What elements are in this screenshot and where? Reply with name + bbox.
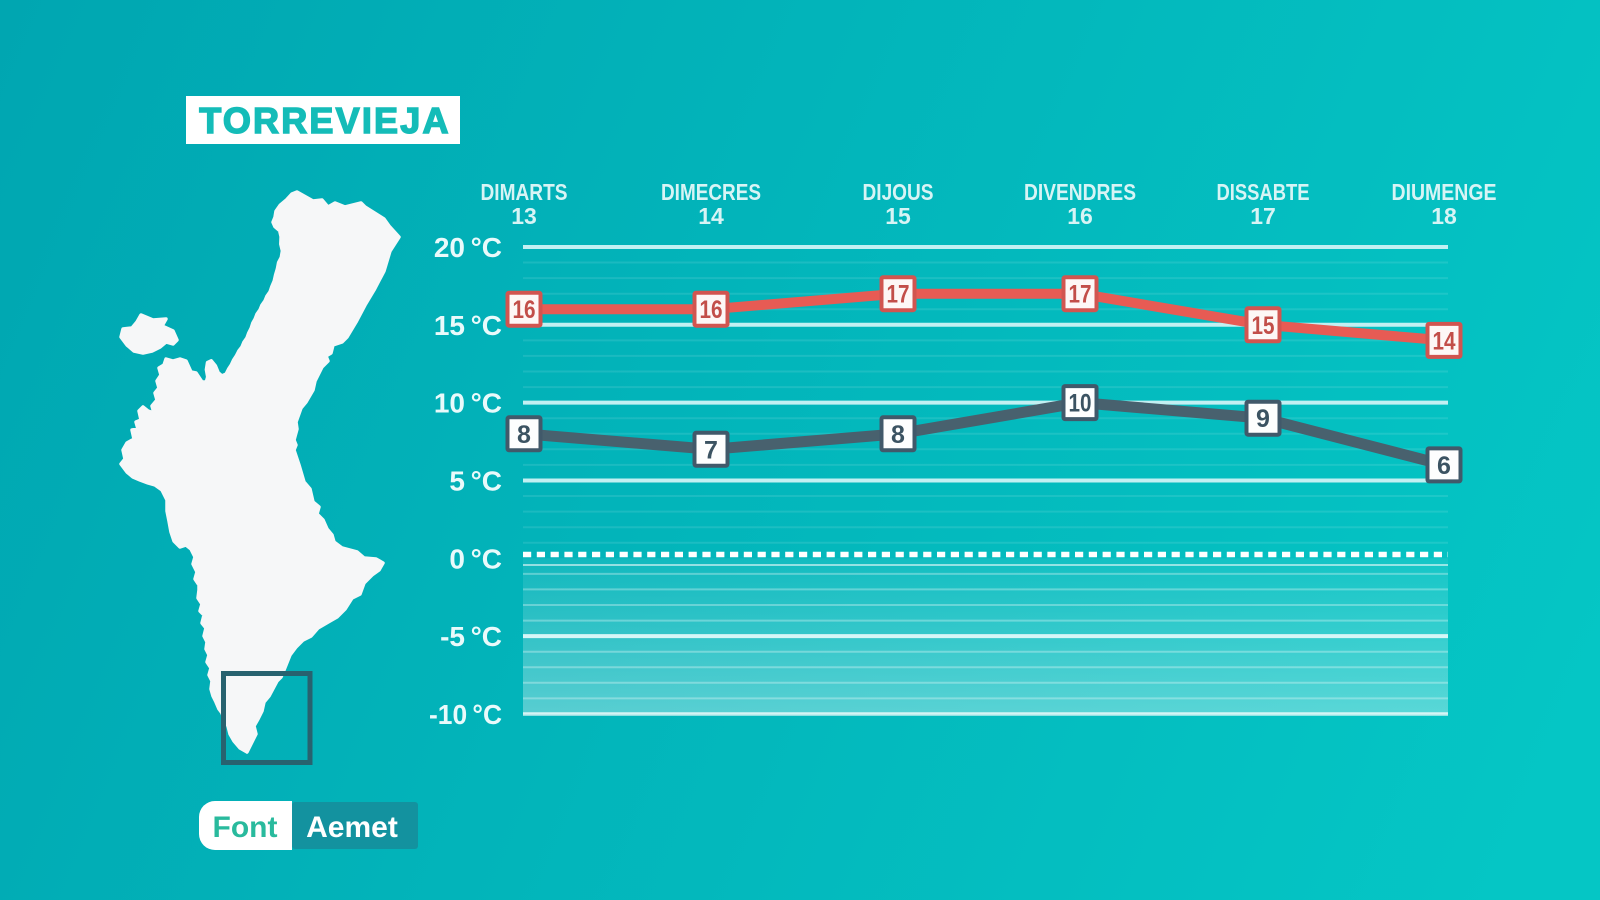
svg-text:Font: Font	[213, 811, 278, 844]
svg-text:17: 17	[887, 281, 910, 309]
svg-text:17: 17	[1069, 281, 1092, 309]
svg-text:-10 °C: -10 °C	[429, 699, 502, 730]
svg-text:13: 13	[511, 203, 537, 229]
svg-text:TORREVIEJA: TORREVIEJA	[199, 100, 450, 141]
svg-text:16: 16	[1067, 203, 1093, 229]
svg-text:-5 °C: -5 °C	[440, 621, 502, 652]
svg-text:17: 17	[1250, 203, 1276, 229]
svg-text:15: 15	[1252, 312, 1275, 340]
svg-text:16: 16	[513, 296, 536, 324]
svg-text:20 °C: 20 °C	[434, 232, 502, 263]
svg-text:10 °C: 10 °C	[434, 388, 502, 419]
svg-text:8: 8	[517, 421, 531, 449]
svg-text:18: 18	[1431, 203, 1457, 229]
svg-text:DIMARTS: DIMARTS	[481, 179, 568, 205]
svg-text:Aemet: Aemet	[306, 811, 398, 844]
svg-text:7: 7	[704, 436, 718, 464]
svg-text:6: 6	[1437, 452, 1451, 480]
svg-text:14: 14	[1433, 327, 1456, 355]
svg-text:DIJOUS: DIJOUS	[863, 179, 934, 205]
svg-text:DISSABTE: DISSABTE	[1217, 179, 1310, 205]
svg-text:DIUMENGE: DIUMENGE	[1392, 179, 1497, 205]
svg-text:5 °C: 5 °C	[449, 466, 502, 497]
svg-text:16: 16	[700, 296, 723, 324]
svg-text:DIVENDRES: DIVENDRES	[1024, 179, 1136, 205]
svg-text:DIMECRES: DIMECRES	[661, 179, 761, 205]
svg-text:15 °C: 15 °C	[434, 310, 502, 341]
svg-text:15: 15	[885, 203, 911, 229]
svg-text:8: 8	[891, 421, 905, 449]
svg-text:0 °C: 0 °C	[449, 543, 502, 574]
svg-text:10: 10	[1069, 390, 1092, 418]
svg-text:9: 9	[1256, 405, 1270, 433]
svg-text:14: 14	[698, 203, 724, 229]
